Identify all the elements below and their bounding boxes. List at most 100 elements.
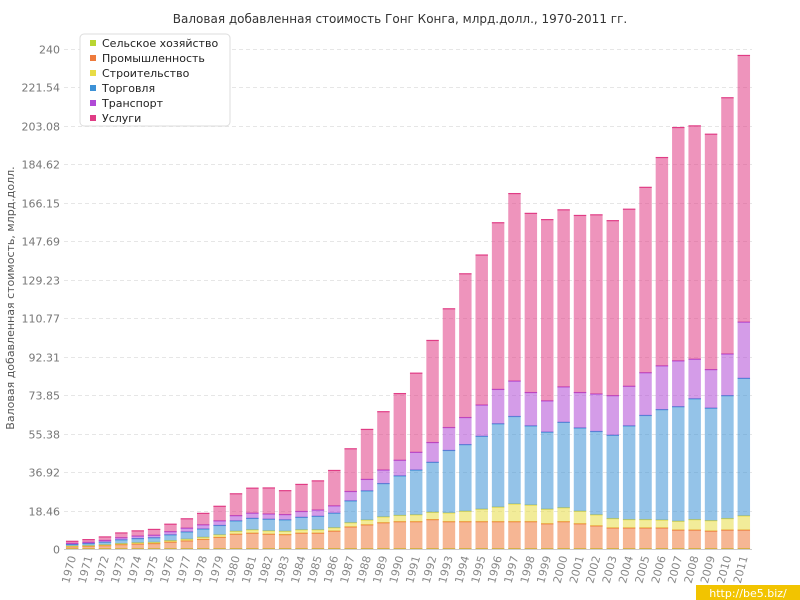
bar-segment [180,518,194,529]
bar-segment [557,386,570,423]
bar-stack [393,392,407,550]
bar-segment [295,529,308,534]
y-tick-label: 0 [53,544,60,557]
bar-segment [426,340,439,443]
bar-segment [262,514,275,520]
chart-title: Валовая добавленная стоимость Гонг Конга… [173,12,627,26]
bar-segment [213,520,226,526]
bar-segment [704,369,718,409]
bar-segment [115,532,128,538]
bar-segment [475,255,488,406]
bar-segment [328,527,341,532]
bar-stack [246,487,259,550]
bar-stack [442,308,456,550]
bar-segment [688,398,701,520]
bar-segment [590,431,603,515]
bar-segment [508,381,521,417]
bar-segment [475,436,488,510]
bar-stack [360,428,374,550]
bar-stack [557,209,570,550]
bar-segment [115,537,128,540]
bar-segment [459,273,472,418]
bar-segment [606,435,619,519]
bar-segment [688,519,701,531]
bar-stack [639,186,652,550]
bar-segment [442,521,456,549]
bar-segment [672,521,685,531]
bar-segment [409,470,423,515]
bar-stack [213,505,226,550]
bar-segment [655,157,669,366]
bar-stack [229,493,243,550]
bar-segment [164,531,177,535]
bar-segment [131,544,144,549]
bar-stack [197,512,210,550]
bar-stack [328,469,341,550]
y-tick-label: 110.77 [22,313,61,326]
bar-segment [704,408,718,521]
bar-segment [131,538,144,543]
bar-segment [213,534,226,538]
bar-segment [721,395,734,519]
bar-segment [557,422,570,508]
bar-segment [131,530,144,537]
bar-stack [459,273,472,550]
bar-segment [573,392,587,428]
y-axis-ticks: 0 18.46 36.92 55.38 73.85 92.31 110.77 129.23 14… [22,44,61,557]
bar-segment [459,521,472,549]
bar-segment [377,483,390,517]
bar-stack [704,133,718,550]
bar-segment [131,542,144,544]
bar-stack [672,126,685,550]
bar-segment [328,470,341,506]
bar-segment [524,392,538,426]
bar-segment [426,519,439,549]
bar-segment [197,524,210,529]
bar-stack [98,536,112,550]
y-tick-label: 73.85 [29,390,61,403]
bar-segment [262,530,275,535]
bar-stack [524,212,538,550]
bar-segment [672,406,685,522]
bar-stack [491,222,505,550]
bar-stack [606,220,619,550]
bar-segment [606,518,619,528]
bar-segment [606,220,619,396]
bar-segment [737,378,751,516]
bar-segment [147,535,161,538]
bar-segment [115,539,128,544]
bar-segment [459,417,472,445]
bar-segment [82,546,95,549]
bar-segment [426,512,439,520]
bar-segment [278,534,292,549]
bar-segment [213,525,226,535]
bar-segment [688,359,701,399]
bar-stack [737,54,751,550]
bar-segment [639,372,652,416]
bar-stack [377,411,390,550]
bar-segment [278,531,292,535]
bar-segment [491,423,505,508]
bar-segment [557,209,570,387]
bar-segment [278,514,292,520]
bar-segment [295,533,308,549]
bar-stack [721,97,734,550]
bar-segment [606,395,619,436]
bar-stack [65,540,79,550]
bar-segment [98,542,112,545]
y-tick-label: 147.69 [22,236,61,249]
bar-segment [688,530,701,549]
bar-segment [639,527,652,549]
bar-segment [213,506,226,521]
bar-segment [328,513,341,528]
bar-segment [590,514,603,526]
bar-segment [180,539,194,541]
bar-segment [311,533,325,549]
y-tick-label: 18.46 [29,506,61,519]
bar-segment [377,411,390,471]
bar-stack [262,487,275,550]
y-tick-label: 166.15 [22,198,61,211]
bar-segment [606,527,619,549]
bar-segment [721,97,734,354]
